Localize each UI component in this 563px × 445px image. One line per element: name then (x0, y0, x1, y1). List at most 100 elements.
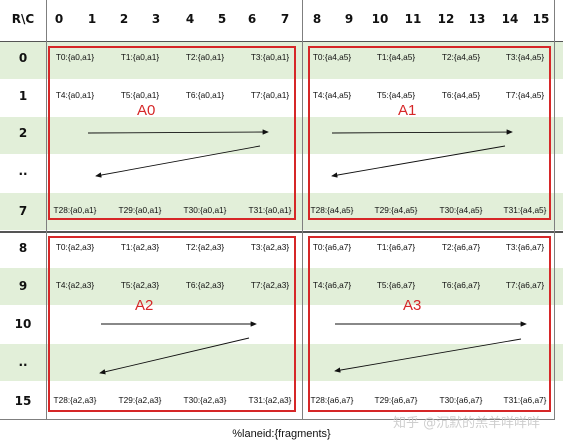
row-label: 15 (14, 394, 32, 408)
thread-fragment-label: T29:{a0,a1} (118, 205, 162, 215)
row-label: 0 (18, 51, 28, 65)
thread-fragment-label: T28:{a6,a7} (310, 395, 354, 405)
thread-fragment-label: T4:{a4,a5} (312, 90, 352, 100)
thread-fragment-label: T7:{a6,a7} (505, 280, 545, 290)
column-header: 0 (54, 12, 64, 26)
thread-fragment-label: T4:{a2,a3} (55, 280, 95, 290)
thread-fragment-label: T28:{a0,a1} (53, 205, 97, 215)
thread-fragment-label: T3:{a6,a7} (505, 242, 545, 252)
block-label-a1: A1 (398, 102, 417, 119)
thread-fragment-label: T29:{a4,a5} (374, 205, 418, 215)
row-label: 2 (18, 126, 28, 140)
row-label: .. (18, 164, 28, 178)
block-a0-outline (48, 46, 296, 220)
thread-fragment-label: T31:{a6,a7} (503, 395, 547, 405)
thread-fragment-label: T3:{a2,a3} (250, 242, 290, 252)
block-label-a3: A3 (403, 297, 422, 314)
thread-fragment-label: T5:{a2,a3} (120, 280, 160, 290)
row-label: .. (18, 355, 28, 369)
right-border (554, 0, 555, 419)
thread-fragment-label: T2:{a2,a3} (185, 242, 225, 252)
row-band-9 (0, 268, 563, 305)
thread-fragment-label: T5:{a6,a7} (376, 280, 416, 290)
header-divider (0, 41, 563, 42)
arrow-a0-forward (87, 129, 269, 135)
column-header: 10 (371, 12, 389, 26)
column-header: 15 (532, 12, 550, 26)
arrow-a1-return (331, 145, 506, 178)
block-label-a0: A0 (137, 102, 156, 119)
thread-fragment-label: T29:{a2,a3} (118, 395, 162, 405)
thread-fragment-label: T0:{a0,a1} (55, 52, 95, 62)
thread-fragment-label: T7:{a2,a3} (250, 280, 290, 290)
column-header: 12 (437, 12, 455, 26)
column-header: 8 (312, 12, 322, 26)
thread-fragment-label: T4:{a6,a7} (312, 280, 352, 290)
column-header: 1 (87, 12, 97, 26)
row-label: 1 (18, 89, 28, 103)
thread-fragment-label: T2:{a6,a7} (441, 242, 481, 252)
thread-fragment-label: T0:{a6,a7} (312, 242, 352, 252)
thread-fragment-label: T30:{a2,a3} (183, 395, 227, 405)
column-header: 14 (501, 12, 519, 26)
thread-fragment-label: T7:{a4,a5} (505, 90, 545, 100)
column-header: 9 (344, 12, 354, 26)
thread-fragment-label: T0:{a4,a5} (312, 52, 352, 62)
thread-fragment-label: T28:{a2,a3} (53, 395, 97, 405)
thread-fragment-label: T4:{a0,a1} (55, 90, 95, 100)
column-header: 13 (468, 12, 486, 26)
arrow-a3-return (334, 338, 522, 373)
thread-fragment-label: T1:{a2,a3} (120, 242, 160, 252)
half-divider (302, 0, 303, 419)
caption: %laneid:{fragments} (232, 428, 331, 440)
column-header: 6 (247, 12, 257, 26)
thread-fragment-label: T3:{a4,a5} (505, 52, 545, 62)
block-a1-outline (308, 46, 551, 220)
thread-fragment-label: T6:{a4,a5} (441, 90, 481, 100)
thread-fragment-label: T28:{a4,a5} (310, 205, 354, 215)
row-band-dots-2 (0, 344, 563, 381)
thread-fragment-label: T1:{a0,a1} (120, 52, 160, 62)
arrow-a2-return (99, 337, 250, 375)
arrow-a1-forward (331, 129, 513, 135)
thread-fragment-label: T30:{a0,a1} (183, 205, 227, 215)
thread-fragment-label: T29:{a6,a7} (374, 395, 418, 405)
row-band-2 (0, 117, 563, 154)
thread-fragment-label: T1:{a6,a7} (376, 242, 416, 252)
block-label-a2: A2 (135, 297, 154, 314)
column-header: 2 (119, 12, 129, 26)
thread-fragment-label: T7:{a0,a1} (250, 90, 290, 100)
row-band-7 (0, 193, 563, 230)
bottom-border (0, 419, 555, 420)
thread-fragment-label: T1:{a4,a5} (376, 52, 416, 62)
thread-fragment-label: T6:{a2,a3} (185, 280, 225, 290)
column-header: 11 (404, 12, 422, 26)
row-label-divider (46, 0, 47, 419)
thread-fragment-label: T30:{a4,a5} (439, 205, 483, 215)
thread-fragment-label: T5:{a0,a1} (120, 90, 160, 100)
block-a2-outline (48, 236, 296, 412)
column-header: 3 (151, 12, 161, 26)
thread-fragment-label: T30:{a6,a7} (439, 395, 483, 405)
row-label: 7 (18, 204, 28, 218)
thread-fragment-label: T31:{a4,a5} (503, 205, 547, 215)
arrow-a0-return (95, 145, 261, 178)
thread-fragment-label: T2:{a4,a5} (441, 52, 481, 62)
column-header: 5 (217, 12, 227, 26)
thread-fragment-label: T0:{a2,a3} (55, 242, 95, 252)
thread-fragment-label: T6:{a0,a1} (185, 90, 225, 100)
row-label: 10 (14, 317, 32, 331)
watermark: 知乎 @沉默的羔羊咩咩咩 (393, 416, 541, 431)
thread-fragment-label: T31:{a0,a1} (248, 205, 292, 215)
thread-fragment-label: T31:{a2,a3} (248, 395, 292, 405)
thread-fragment-label: T6:{a6,a7} (441, 280, 481, 290)
block-divider (0, 231, 563, 233)
row-label: 9 (18, 279, 28, 293)
corner-label: R\C (11, 12, 35, 26)
column-header: 4 (185, 12, 195, 26)
thread-fragment-label: T2:{a0,a1} (185, 52, 225, 62)
thread-fragment-label: T5:{a4,a5} (376, 90, 416, 100)
thread-fragment-label: T3:{a0,a1} (250, 52, 290, 62)
